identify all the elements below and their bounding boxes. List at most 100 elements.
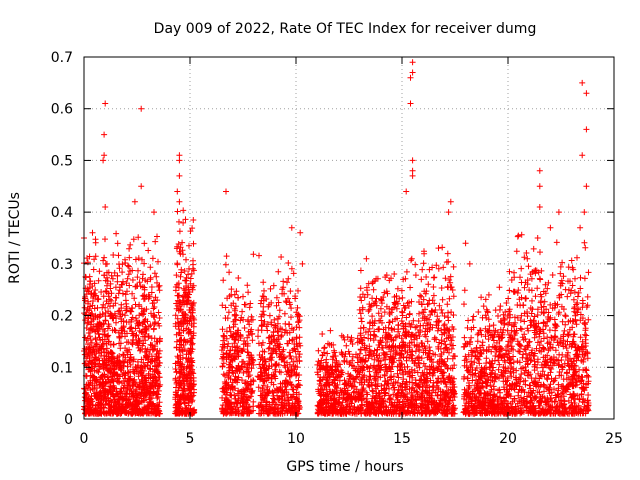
- data-point: [98, 289, 105, 295]
- data-point: [92, 253, 99, 260]
- data-point: [91, 392, 98, 399]
- data-point: [114, 391, 121, 398]
- data-point: [114, 410, 121, 417]
- data-point: [136, 327, 143, 334]
- data-point: [122, 312, 128, 319]
- data-point: [104, 274, 110, 281]
- data-point: [128, 316, 135, 323]
- data-point: [95, 399, 102, 406]
- data-point: [226, 269, 233, 276]
- data-point: [104, 260, 110, 267]
- data-point: [110, 252, 117, 258]
- data-point: [241, 301, 248, 308]
- data-point: [106, 362, 113, 369]
- data-point: [116, 373, 123, 380]
- data-point: [179, 239, 186, 246]
- data-point: [95, 277, 102, 284]
- data-point: [142, 277, 149, 284]
- data-point: [470, 313, 477, 320]
- data-point: [98, 353, 104, 359]
- data-point: [152, 238, 159, 245]
- data-point: [90, 326, 97, 333]
- data-point: [136, 406, 143, 413]
- data-point: [84, 255, 90, 262]
- data-point: [118, 305, 125, 312]
- data-point: [143, 306, 150, 313]
- data-point: [180, 207, 187, 214]
- data-point: [223, 253, 230, 260]
- data-point: [177, 341, 184, 348]
- data-point: [86, 273, 93, 280]
- data-point: [126, 245, 133, 252]
- data-point: [146, 351, 153, 357]
- data-point: [100, 383, 107, 390]
- data-point: [132, 390, 139, 397]
- data-point: [141, 392, 148, 399]
- data-point: [115, 308, 122, 315]
- data-point: [101, 405, 108, 411]
- data-point: [102, 288, 109, 294]
- data-point: [285, 340, 292, 347]
- data-point: [284, 279, 290, 286]
- data-point: [247, 300, 254, 307]
- data-point: [562, 321, 569, 328]
- data-point: [518, 371, 525, 378]
- data-point: [125, 263, 132, 270]
- data-point: [135, 336, 142, 342]
- data-point: [99, 372, 106, 379]
- data-point: [412, 261, 419, 268]
- data-point: [219, 363, 226, 370]
- data-point: [88, 318, 95, 325]
- data-point: [403, 268, 410, 275]
- data-point: [127, 241, 134, 248]
- data-point: [137, 369, 144, 376]
- data-point: [99, 341, 106, 348]
- data-point: [344, 334, 351, 340]
- data-point: [129, 340, 136, 347]
- data-point: [131, 295, 138, 302]
- data-point: [468, 334, 475, 341]
- data-point: [116, 403, 123, 410]
- data-point: [136, 279, 143, 286]
- data-point: [96, 393, 103, 400]
- data-point: [115, 252, 122, 259]
- data-point: [92, 354, 99, 361]
- data-point: [127, 268, 134, 274]
- data-point: [119, 281, 125, 288]
- data-point: [140, 333, 146, 340]
- data-point: [84, 320, 91, 327]
- data-point: [122, 354, 129, 361]
- data-point: [118, 318, 125, 325]
- data-point: [122, 291, 129, 298]
- data-point: [107, 313, 114, 320]
- data-point: [104, 389, 111, 396]
- data-point: [138, 356, 145, 363]
- data-point: [92, 236, 99, 243]
- data-point: [109, 388, 115, 395]
- data-point: [98, 410, 105, 417]
- data-point: [246, 304, 253, 311]
- data-point: [174, 261, 181, 268]
- data-point: [126, 254, 133, 261]
- data-points: [81, 59, 592, 417]
- data-point: [138, 389, 145, 395]
- data-point: [130, 409, 137, 416]
- data-point: [127, 403, 134, 409]
- data-point: [497, 303, 504, 310]
- data-point: [96, 334, 103, 341]
- data-point: [96, 366, 103, 373]
- data-point: [99, 379, 106, 386]
- data-point: [143, 396, 149, 403]
- data-point: [141, 240, 148, 247]
- data-point: [102, 236, 108, 243]
- data-point: [84, 335, 91, 342]
- data-point: [113, 377, 120, 384]
- data-point: [111, 360, 118, 367]
- data-point: [190, 240, 197, 247]
- data-point: [132, 363, 139, 370]
- data-point: [149, 400, 156, 407]
- data-point: [141, 375, 148, 382]
- data-point: [99, 304, 106, 311]
- data-point: [266, 312, 273, 319]
- data-point: [249, 337, 256, 344]
